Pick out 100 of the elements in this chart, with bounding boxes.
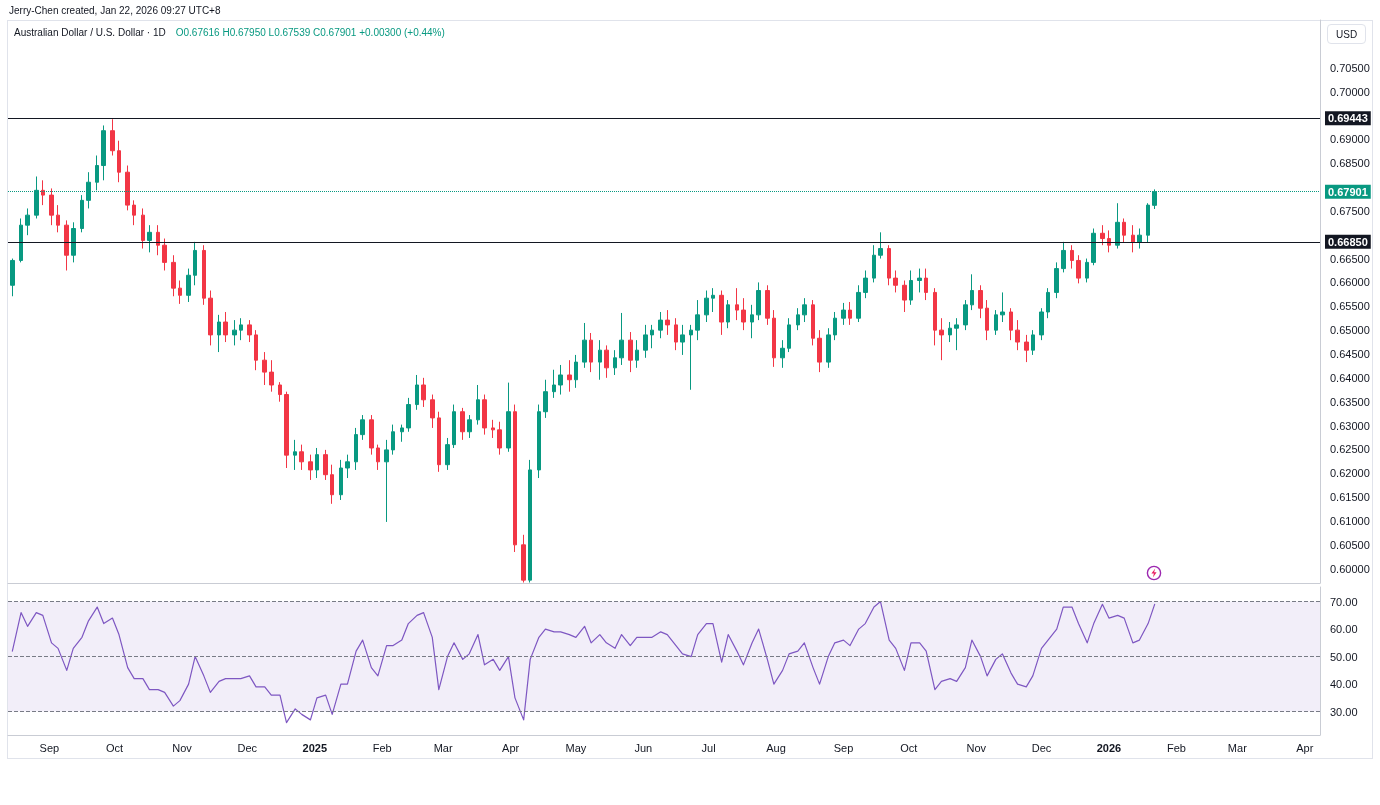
candlestick <box>613 349 617 376</box>
candlestick <box>658 311 663 339</box>
x-tick-label: Apr <box>1296 741 1314 754</box>
candlestick <box>787 317 791 353</box>
x-tick-label: Mar <box>1227 741 1248 754</box>
candlestick <box>330 464 334 505</box>
y-tick-label: 50.00 <box>1330 650 1358 663</box>
candlestick <box>643 324 648 359</box>
candlestick <box>719 290 724 336</box>
candlestick <box>756 281 761 321</box>
text: Australian Dollar / U.S. Dollar · 1D <box>14 26 166 38</box>
candlestick <box>284 391 289 469</box>
y-tick-label: 0.62000 <box>1330 467 1370 480</box>
candlestick <box>445 437 450 471</box>
candlestick <box>467 414 472 439</box>
candlestick <box>589 332 593 373</box>
candlestick <box>293 439 297 471</box>
candlestick <box>802 297 807 323</box>
candlestick <box>49 187 54 226</box>
x-tick-label: Dec <box>1031 741 1052 754</box>
candlestick <box>985 299 989 341</box>
x-tick-label: Sep <box>833 741 854 754</box>
y-tick-label: 0.63500 <box>1330 395 1370 408</box>
candlestick <box>796 307 800 331</box>
candlestick <box>101 124 106 181</box>
candlestick <box>665 309 670 336</box>
candlestick <box>848 301 852 326</box>
x-tick-label: 2025 <box>302 741 328 754</box>
candlestick <box>619 312 624 366</box>
candlestick <box>1100 224 1105 246</box>
candlestick <box>543 379 548 419</box>
candlestick <box>878 231 883 260</box>
y-tick-label: 0.68500 <box>1330 157 1370 170</box>
candlestick <box>604 344 609 379</box>
candlestick <box>400 424 404 443</box>
candlestick <box>278 381 282 403</box>
x-tick-label: Nov <box>966 741 987 754</box>
y-tick-label: 0.70500 <box>1330 61 1370 74</box>
text: O0.67616 H0.67950 L0.67539 C0.67901 +0.00300 (+0.44%) <box>175 26 445 38</box>
candlestick <box>64 219 69 271</box>
candlestick <box>635 339 639 369</box>
candlestick <box>25 207 30 236</box>
candlestick <box>1054 261 1059 299</box>
candlestick <box>482 394 487 436</box>
candlestick <box>430 394 435 429</box>
candlestick <box>1137 228 1142 250</box>
ref-line-label: 0.67901 <box>1328 185 1368 198</box>
candlestick <box>384 439 389 523</box>
candlestick <box>1039 307 1044 341</box>
candlestick <box>978 284 983 319</box>
candlestick <box>497 421 502 456</box>
candlestick <box>954 317 959 351</box>
candlestick <box>1107 229 1111 253</box>
candlestick <box>10 258 15 297</box>
candlestick <box>811 299 815 346</box>
candlestick <box>711 287 715 313</box>
candlestick <box>437 411 441 473</box>
candlestick <box>772 309 776 368</box>
candlestick <box>833 311 837 341</box>
candlestick <box>674 317 678 351</box>
candlestick <box>1070 244 1074 270</box>
candlestick <box>476 384 480 426</box>
candlestick <box>574 354 578 389</box>
candlestick <box>695 299 700 341</box>
candlestick <box>315 447 319 479</box>
y-tick-label: 0.60000 <box>1330 562 1370 575</box>
y-tick-label: 0.61500 <box>1330 491 1370 504</box>
candlestick <box>391 424 395 456</box>
candlestick <box>415 374 419 411</box>
y-tick-label: 30.00 <box>1330 705 1358 718</box>
candlestick <box>1115 202 1120 250</box>
y-tick-label: 0.62500 <box>1330 443 1370 456</box>
candlestick <box>323 449 328 481</box>
candlestick <box>156 224 160 256</box>
candlestick <box>917 268 922 293</box>
ref-line-label: 0.66850 <box>1328 235 1368 248</box>
candlestick <box>171 254 176 297</box>
candlestick <box>308 454 313 481</box>
x-tick-label: Sep <box>39 741 60 754</box>
candlestick <box>887 244 891 286</box>
y-tick-label: 0.60500 <box>1330 538 1370 551</box>
candlestick <box>141 207 145 250</box>
candlestick <box>117 140 121 183</box>
candlestick <box>841 302 846 326</box>
x-tick-label: Jun <box>634 741 653 754</box>
candlestick <box>872 244 876 283</box>
candlestick <box>689 324 693 391</box>
candlestick <box>735 287 739 321</box>
candlestick <box>1122 217 1126 243</box>
candlestick <box>598 339 602 381</box>
candlestick <box>460 407 465 441</box>
candlestick <box>360 414 365 441</box>
candlestick <box>628 331 633 373</box>
candlestick <box>1015 319 1020 351</box>
y-axis-title: USD <box>1327 24 1367 44</box>
candlestick <box>345 454 350 479</box>
candlestick <box>582 322 587 369</box>
candlestick <box>1046 287 1050 319</box>
candlestick <box>1024 334 1029 363</box>
candlestick <box>71 221 76 263</box>
